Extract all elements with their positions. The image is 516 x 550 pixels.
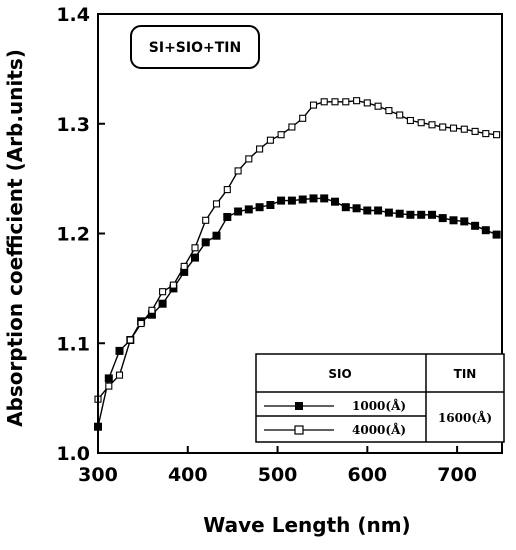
series-2-point	[105, 382, 113, 390]
series-1-point	[180, 267, 189, 276]
series-1-point	[449, 216, 458, 225]
series-1-point	[223, 213, 232, 221]
legend-filled-square-icon	[295, 402, 303, 410]
y-tick-label: 1.4	[56, 4, 90, 26]
series-1-point	[255, 203, 264, 212]
series-2-point	[115, 371, 124, 379]
series-2-point	[266, 136, 274, 144]
series-2-point	[299, 114, 307, 122]
x-tick-label: 600	[347, 464, 387, 486]
series-1-point	[460, 217, 469, 226]
series-2-point	[396, 111, 404, 119]
series-2-point	[428, 121, 436, 129]
series-1-point	[395, 209, 404, 218]
legend-tin-value: 1600(Å)	[438, 410, 492, 425]
series-2-point	[460, 125, 468, 133]
series-1-point	[309, 194, 318, 203]
tick-layer: 300 400 500 600 700 1.0 1.1 1.2 1.3 1.4	[56, 4, 477, 486]
series-1-point	[438, 214, 447, 223]
series-2-point	[309, 101, 318, 109]
series-2-point	[363, 99, 371, 107]
series-2-point	[148, 306, 156, 314]
series-2-point	[180, 262, 188, 270]
series-1-point	[104, 374, 113, 383]
series-2-point	[126, 336, 134, 344]
series-1-point	[298, 195, 307, 204]
legend-header-tin: TIN	[454, 367, 477, 381]
series-2-point	[245, 155, 253, 163]
series-2-point	[493, 131, 501, 139]
x-axis-title: Wave Length (nm)	[203, 513, 410, 537]
series-2-point	[353, 97, 361, 105]
x-tick-label: 500	[258, 464, 298, 486]
series-1-point	[212, 231, 221, 240]
series-1-point	[244, 205, 253, 214]
series-2-point	[385, 107, 393, 115]
series-1-point	[266, 201, 275, 209]
series-1-point	[147, 310, 156, 319]
series-1-point	[428, 210, 436, 219]
series-1-point	[331, 197, 339, 206]
series-1-point	[471, 221, 480, 230]
series-1-point	[406, 210, 415, 219]
series-2-point	[342, 98, 350, 106]
series-1-point	[287, 196, 296, 205]
series-1-point	[115, 346, 124, 355]
series-1-point	[234, 207, 243, 216]
y-tick-label: 1.1	[56, 333, 90, 355]
series-2-point	[374, 102, 382, 110]
series-2-point	[417, 119, 425, 127]
series-2-point	[277, 131, 285, 139]
legend-open-square-icon	[294, 425, 304, 435]
y-tick-label: 1.2	[56, 224, 90, 246]
series-2-point	[202, 216, 210, 224]
series-2-point	[159, 288, 167, 296]
series-2-point	[406, 116, 414, 125]
series-2-point	[288, 123, 296, 131]
series-2-point	[212, 200, 221, 208]
series-1-point	[352, 204, 361, 213]
series-2-point	[169, 281, 177, 289]
series-1-point	[320, 194, 329, 203]
annotation-box: SI+SIO+TIN	[130, 25, 260, 69]
plot-frame	[97, 13, 503, 454]
series-layer	[94, 97, 501, 431]
y-axis-title: Absorption coefficient (Arb.units)	[3, 49, 27, 427]
series-1-point	[158, 299, 167, 308]
series-2-point	[191, 244, 199, 252]
series-2-point	[256, 145, 264, 153]
series-2-point	[234, 167, 242, 175]
y-tick-label: 1.0	[56, 443, 90, 465]
x-tick-label: 300	[78, 464, 118, 486]
series-1-point	[417, 210, 426, 219]
series-2-point	[223, 186, 231, 194]
series-2-point	[482, 130, 490, 138]
legend-series-1-label: 1000(Å)	[352, 398, 406, 413]
series-1-point	[374, 206, 383, 215]
series-1-point	[481, 226, 490, 235]
legend-header-sio: SIO	[328, 367, 351, 381]
series-2-point	[471, 127, 479, 135]
series-2-point	[320, 98, 328, 106]
series-1-point	[341, 203, 350, 212]
series-2-point	[137, 319, 145, 328]
series-1-point	[384, 208, 393, 217]
series-2-point	[439, 123, 447, 131]
legend-series-2-label: 4000(Å)	[352, 422, 406, 437]
series-1-point	[363, 206, 372, 215]
series-2-point	[331, 98, 339, 106]
series-1-point	[201, 238, 210, 247]
series-1-point	[277, 196, 286, 205]
annotation-label: SI+SIO+TIN	[149, 40, 241, 56]
y-tick-label: 1.3	[56, 114, 90, 136]
x-tick-label: 400	[168, 464, 208, 486]
x-tick-label: 700	[437, 464, 477, 486]
series-1-point	[492, 230, 501, 239]
series-1-point	[191, 253, 199, 262]
series-2-point	[449, 124, 458, 132]
legend: SIO TIN 1600(Å) 1000(Å) 4000(Å)	[255, 353, 505, 443]
